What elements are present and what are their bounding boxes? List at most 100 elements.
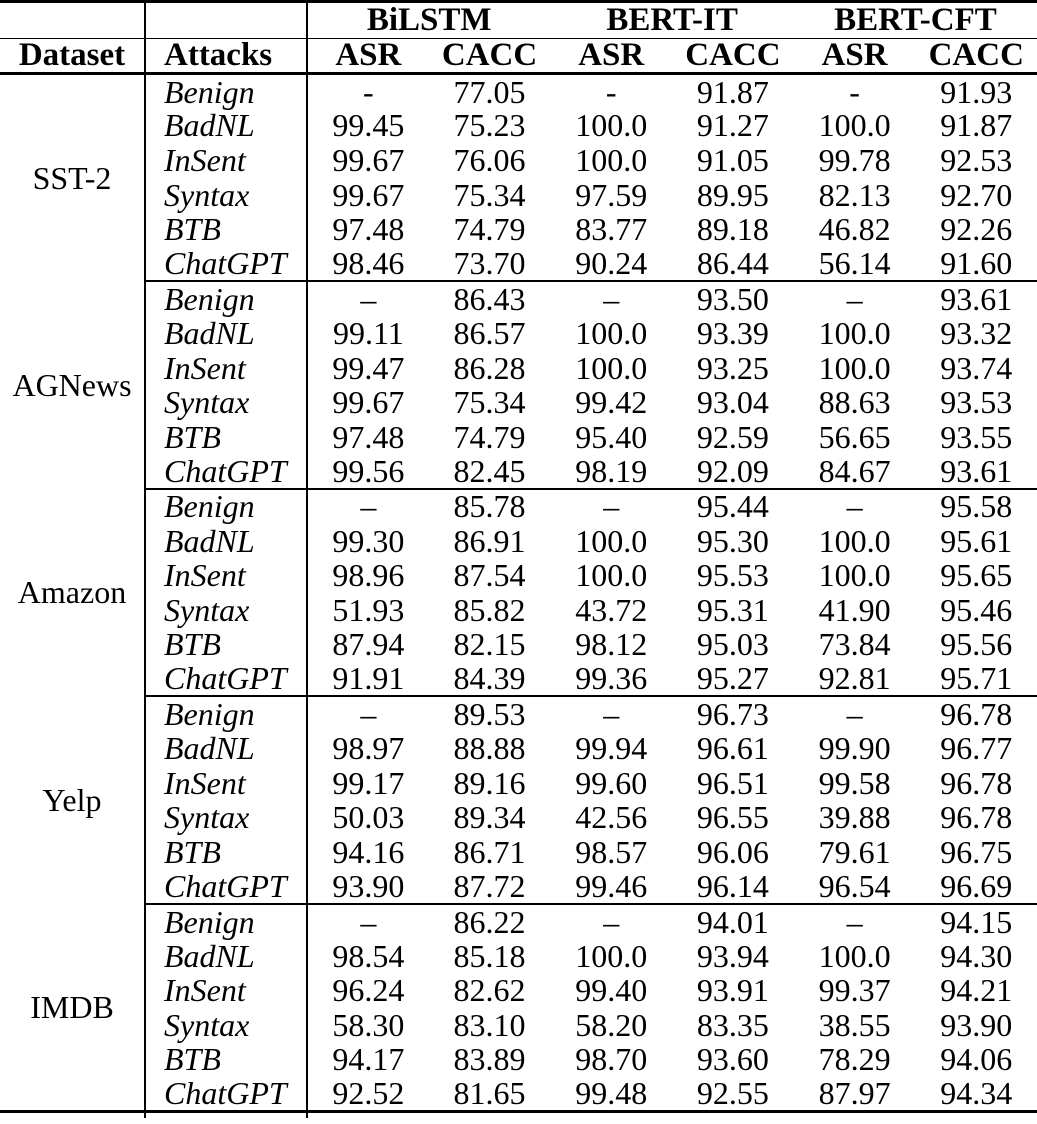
attack-name-cell: InSent: [145, 972, 308, 1008]
metric-value-cell: 93.50: [696, 280, 769, 317]
dataset-name-cell: AGNews: [0, 281, 146, 489]
table-row: IMDB Benign – 86.22 – 94.01 – 94.15: [0, 903, 1037, 1112]
metric-value-cell: 89.16: [453, 764, 526, 801]
metric-value-cell: 82.13: [818, 176, 891, 213]
metric-value-cell: 94.01: [696, 903, 769, 940]
attack-name-cell: BadNL: [145, 938, 308, 973]
metric-value-cell: 92.70: [940, 176, 1013, 213]
metric-value-cell: 96.14: [672, 869, 794, 905]
metric-value-cell: 96.78: [940, 799, 1013, 836]
column-header-row: Dataset Attacks ASR CACC ASR CACC ASR CA…: [0, 38, 1037, 75]
table-row: BadNL 99.45 75.23 100.0 91.27 100.0 91.87: [0, 108, 1037, 143]
metric-value-cell: 82.62: [453, 972, 526, 1009]
table-row: AGNews Benign – 86.43 – 93.50 – 93.61: [0, 280, 1037, 489]
dataset-name-cell: SST-2: [0, 73, 146, 282]
metric-value-cell: 100.0: [818, 314, 891, 351]
bottom-rule-cell: [0, 1109, 146, 1119]
metric-value-cell: 91.60: [915, 246, 1037, 283]
metric-value-cell: 86.91: [453, 522, 526, 559]
metric-value-cell: 74.79: [453, 211, 526, 248]
metric-value-cell: 87.54: [453, 557, 526, 594]
metric-value-cell: 90.24: [550, 246, 673, 283]
metric-value-cell: 99.67: [332, 384, 405, 421]
attack-name-cell: BTB: [145, 211, 308, 247]
metric-header-cacc: CACC: [915, 38, 1037, 75]
metric-value-cell: 99.42: [575, 384, 648, 421]
metric-value-cell: 99.47: [332, 349, 405, 386]
metric-value-cell: 96.55: [696, 799, 769, 836]
table-row: Syntax 99.67 75.34 99.42 93.04 88.63 93.53: [0, 384, 1037, 421]
metric-value-cell: 99.94: [575, 730, 648, 767]
metric-value-cell: 93.39: [696, 314, 769, 351]
metric-value-cell: 99.45: [332, 107, 405, 144]
metric-value-cell: 77.05: [453, 73, 526, 110]
table-row: ChatGPT 91.91 84.39 99.36 95.27 92.81 95.71: [0, 661, 1037, 698]
metric-value-cell: 75.34: [453, 384, 526, 421]
attacks-column-header: Attacks: [145, 38, 308, 75]
metric-value-cell: 100.0: [575, 141, 648, 178]
metric-value-cell: –: [846, 280, 863, 317]
metric-value-cell: 95.46: [940, 591, 1013, 628]
metric-value-cell: 86.43: [453, 280, 526, 317]
metric-value-cell: 97.48: [332, 211, 405, 248]
table-row: Syntax 51.93 85.82 43.72 95.31 41.90 95.46: [0, 592, 1037, 627]
metric-value-cell: 94.17: [332, 1041, 405, 1078]
metric-value-cell: 91.87: [696, 73, 769, 110]
model-header-bert-it: BERT-IT: [550, 1, 794, 39]
attack-name-cell: BTB: [145, 627, 308, 662]
table-row: InSent 99.67 76.06 100.0 91.05 99.78 92.53: [0, 141, 1037, 178]
table-row: ChatGPT 92.52 81.65 99.48 92.55 87.97 94.34: [0, 1076, 1037, 1113]
metric-value-cell: 97.48: [332, 418, 405, 455]
metric-value-cell: 82.15: [453, 626, 526, 663]
attack-name-cell: Benign: [145, 696, 308, 731]
metric-value-cell: 93.91: [696, 972, 769, 1009]
metric-value-cell: 94.16: [332, 833, 405, 870]
metric-value-cell: 89.18: [696, 211, 769, 248]
metric-value-cell: 93.94: [696, 937, 769, 974]
metric-value-cell: 95.56: [940, 626, 1013, 663]
metric-value-cell: 100.0: [818, 557, 891, 594]
table-row: BTB 97.48 74.79 83.77 89.18 46.82 92.26: [0, 211, 1037, 248]
metric-value-cell: 50.03: [332, 799, 405, 836]
attack-name-cell: BTB: [145, 834, 308, 870]
metric-value-cell: 99.67: [332, 176, 405, 213]
metric-value-cell: 96.51: [696, 764, 769, 801]
attack-name-cell: BTB: [145, 419, 308, 455]
metric-value-cell: 85.78: [453, 488, 526, 525]
metric-value-cell: 93.61: [940, 280, 1013, 317]
metric-value-cell: –: [603, 488, 620, 525]
metric-value-cell: 87.97: [793, 1076, 916, 1113]
table-row: InSent 96.24 82.62 99.40 93.91 99.37 94.21: [0, 972, 1037, 1009]
metric-value-cell: 98.12: [575, 626, 648, 663]
metric-value-cell: 99.78: [818, 141, 891, 178]
metric-value-cell: 98.70: [575, 1041, 648, 1078]
dataset-name-cell: Amazon: [0, 488, 146, 697]
metric-value-cell: 96.78: [940, 695, 1013, 732]
metric-value-cell: 95.53: [696, 557, 769, 594]
metric-value-cell: 89.95: [696, 176, 769, 213]
table-row: BadNL 99.30 86.91 100.0 95.30 100.0 95.61: [0, 523, 1037, 558]
metric-value-cell: 84.67: [793, 454, 916, 490]
metric-value-cell: 100.0: [818, 107, 891, 144]
metric-value-cell: 92.55: [672, 1076, 794, 1113]
metric-value-cell: 100.0: [575, 557, 648, 594]
attack-name-cell: BadNL: [145, 523, 308, 558]
metric-value-cell: 99.60: [575, 764, 648, 801]
metric-value-cell: 93.61: [915, 454, 1037, 490]
metric-value-cell: 95.30: [696, 522, 769, 559]
bottom-rule-row: [0, 1109, 1037, 1119]
metric-value-cell: 89.53: [453, 695, 526, 732]
metric-value-cell: 96.75: [940, 833, 1013, 870]
table-row: BTB 94.16 86.71 98.57 96.06 79.61 96.75: [0, 833, 1037, 870]
metric-value-cell: 96.61: [696, 730, 769, 767]
attack-name-cell: ChatGPT: [145, 869, 308, 905]
metric-value-cell: 92.52: [307, 1076, 429, 1113]
table-row: Syntax 58.30 83.10 58.20 83.35 38.55 93.90: [0, 1007, 1037, 1043]
metric-value-cell: 96.54: [793, 869, 916, 905]
table-row: InSent 99.47 86.28 100.0 93.25 100.0 93.74: [0, 350, 1037, 385]
metric-value-cell: 95.27: [672, 661, 794, 698]
attack-name-cell: Benign: [145, 281, 308, 316]
attack-name-cell: BTB: [145, 1042, 308, 1077]
metric-value-cell: 94.30: [940, 937, 1013, 974]
table-row: BTB 87.94 82.15 98.12 95.03 73.84 95.56: [0, 627, 1037, 662]
